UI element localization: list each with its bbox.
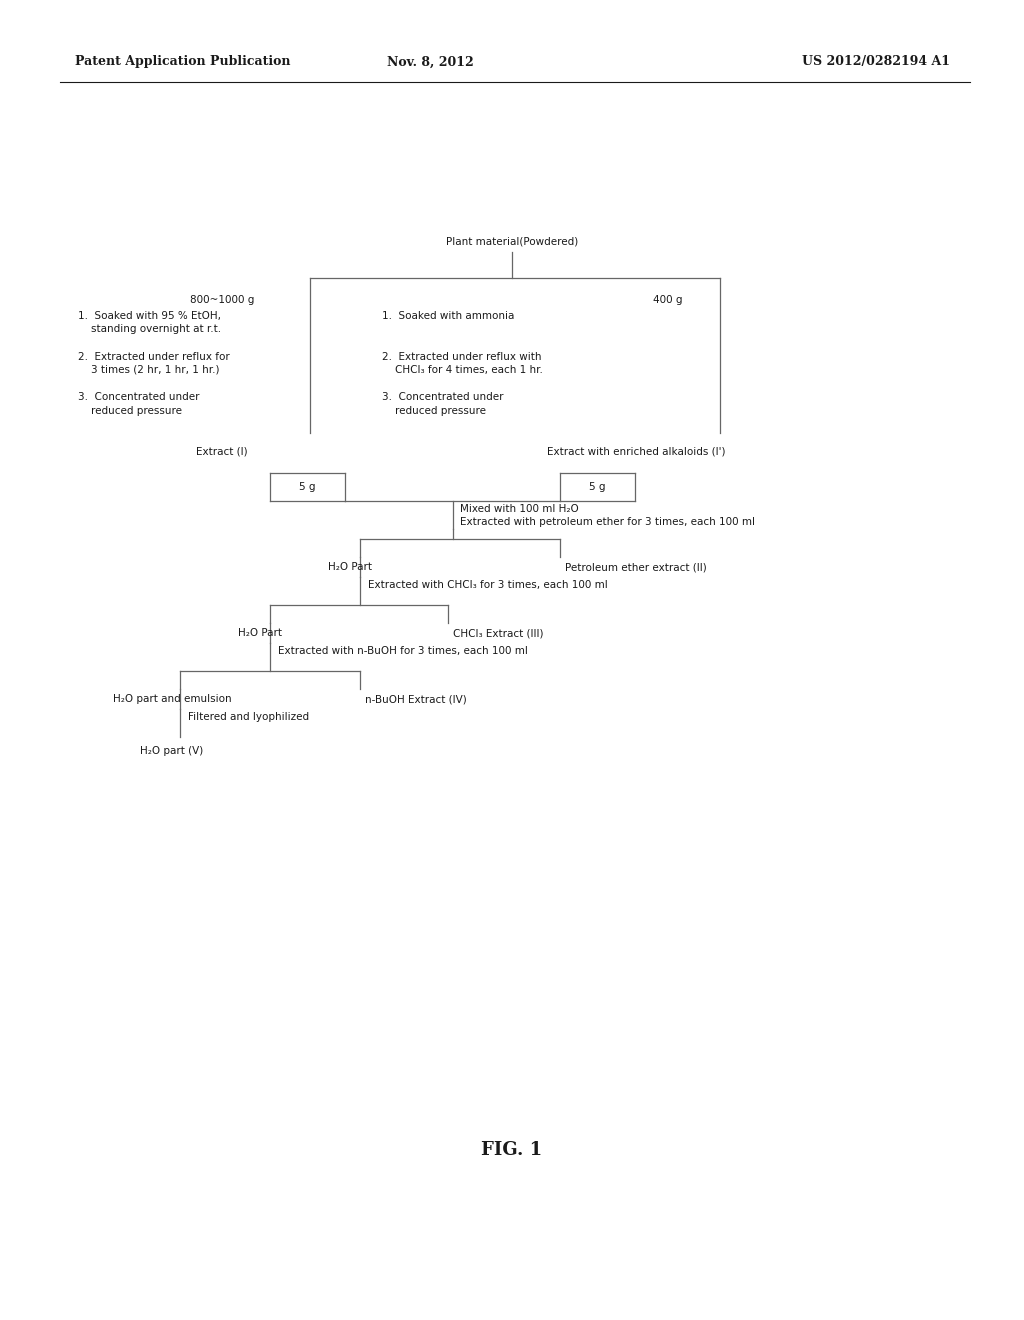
Text: 1.  Soaked with 95 % EtOH,: 1. Soaked with 95 % EtOH, bbox=[78, 312, 221, 321]
Text: Extract with enriched alkaloids (I'): Extract with enriched alkaloids (I') bbox=[547, 446, 725, 455]
Text: H₂O Part: H₂O Part bbox=[328, 562, 372, 572]
Text: 5 g: 5 g bbox=[589, 482, 606, 492]
Text: Extracted with n-BuOH for 3 times, each 100 ml: Extracted with n-BuOH for 3 times, each … bbox=[278, 645, 528, 656]
Text: Extract (I): Extract (I) bbox=[197, 446, 248, 455]
Text: Nov. 8, 2012: Nov. 8, 2012 bbox=[387, 55, 473, 69]
Text: H₂O Part: H₂O Part bbox=[238, 628, 282, 638]
Text: 3.  Concentrated under: 3. Concentrated under bbox=[78, 392, 200, 403]
Text: Patent Application Publication: Patent Application Publication bbox=[75, 55, 291, 69]
Text: Mixed with 100 ml H₂O: Mixed with 100 ml H₂O bbox=[461, 504, 580, 513]
Text: reduced pressure: reduced pressure bbox=[382, 405, 486, 416]
Text: Extracted with CHCl₃ for 3 times, each 100 ml: Extracted with CHCl₃ for 3 times, each 1… bbox=[368, 579, 608, 590]
Text: Petroleum ether extract (II): Petroleum ether extract (II) bbox=[565, 562, 707, 572]
Text: 400 g: 400 g bbox=[653, 294, 683, 305]
Text: H₂O part and emulsion: H₂O part and emulsion bbox=[113, 694, 231, 704]
Text: 5 g: 5 g bbox=[299, 482, 315, 492]
Text: 800~1000 g: 800~1000 g bbox=[189, 294, 254, 305]
Text: Filtered and lyophilized: Filtered and lyophilized bbox=[188, 711, 309, 722]
Text: 3 times (2 hr, 1 hr, 1 hr.): 3 times (2 hr, 1 hr, 1 hr.) bbox=[78, 366, 219, 375]
Text: US 2012/0282194 A1: US 2012/0282194 A1 bbox=[802, 55, 950, 69]
Text: 2.  Extracted under reflux for: 2. Extracted under reflux for bbox=[78, 351, 229, 362]
Text: CHCl₃ Extract (III): CHCl₃ Extract (III) bbox=[453, 628, 544, 638]
Text: 2.  Extracted under reflux with: 2. Extracted under reflux with bbox=[382, 351, 542, 362]
Text: FIG. 1: FIG. 1 bbox=[481, 1140, 543, 1159]
Text: standing overnight at r.t.: standing overnight at r.t. bbox=[78, 325, 221, 334]
Text: H₂O part (V): H₂O part (V) bbox=[140, 746, 204, 756]
Text: n-BuOH Extract (IV): n-BuOH Extract (IV) bbox=[365, 694, 467, 704]
Text: Plant material(Powdered): Plant material(Powdered) bbox=[445, 238, 579, 247]
Text: Extracted with petroleum ether for 3 times, each 100 ml: Extracted with petroleum ether for 3 tim… bbox=[461, 517, 756, 527]
Text: reduced pressure: reduced pressure bbox=[78, 405, 182, 416]
Text: CHCl₃ for 4 times, each 1 hr.: CHCl₃ for 4 times, each 1 hr. bbox=[382, 366, 543, 375]
Text: 1.  Soaked with ammonia: 1. Soaked with ammonia bbox=[382, 312, 514, 321]
Text: 3.  Concentrated under: 3. Concentrated under bbox=[382, 392, 504, 403]
